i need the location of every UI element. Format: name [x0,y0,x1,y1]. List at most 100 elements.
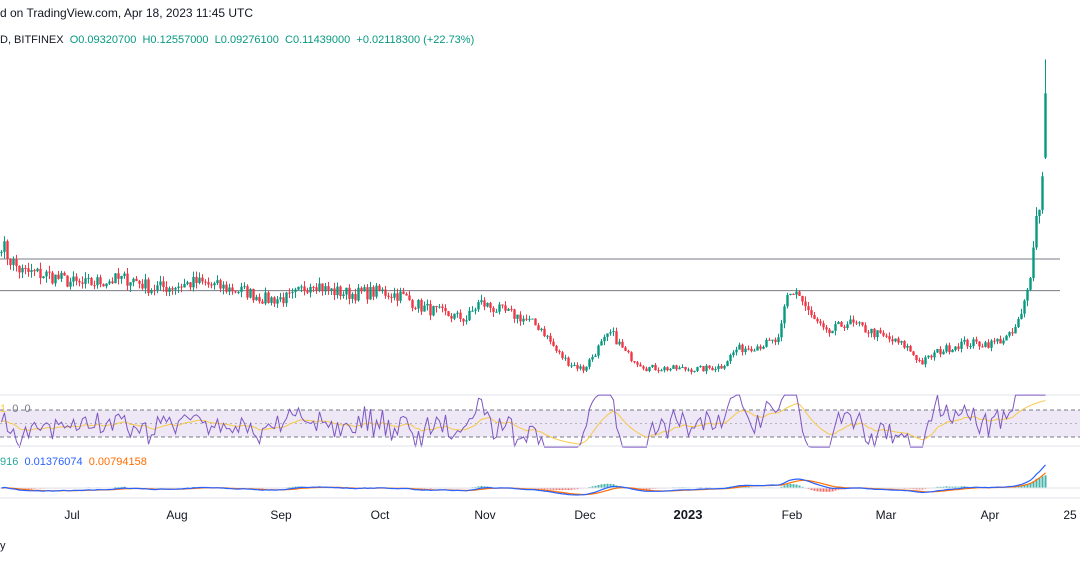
candle-body [132,278,135,283]
macd-hist-bar [30,488,33,490]
candle [765,337,768,348]
candle-body [1044,93,1047,158]
candle [573,362,576,367]
candle-body [795,291,798,295]
macd-hist-bar [942,486,945,488]
candle [75,273,78,286]
candle [288,288,291,299]
candle [495,308,498,313]
candle-body [285,292,288,304]
candle [246,284,249,300]
candle [111,277,114,285]
candle [519,311,522,326]
candle [966,338,969,349]
candle-body [996,338,999,342]
candle [15,254,18,272]
candle-body [816,318,819,322]
candle-body [801,295,804,302]
candle [300,284,303,293]
macd-hist-bar [807,488,810,490]
candle [684,366,687,372]
candle [159,275,162,291]
candle [813,311,816,320]
macd-hist-bar [798,485,801,488]
candle-body [597,345,600,356]
candle [192,271,195,292]
candle [255,294,258,301]
candle [756,344,759,351]
candle-body [735,349,738,353]
candle [645,366,648,372]
candle-body [504,305,507,311]
candle-body [696,367,699,371]
macd-hist-bar [1023,484,1026,488]
candle [1002,337,1005,346]
candle-body [207,282,210,285]
candle-body [303,286,306,292]
candle [747,345,750,351]
candle-body [477,302,480,310]
candle [201,274,204,285]
candle-body [681,367,684,369]
candle-body [336,286,339,296]
candle [303,281,306,296]
candle-body [930,355,933,358]
candle [678,365,681,370]
candle [312,285,315,293]
candle [270,296,273,306]
candle-body [819,321,822,324]
candle [144,273,147,294]
candle-body [180,286,183,288]
candle [252,288,255,303]
x-tick-label: Oct [371,508,390,522]
candle-body [990,340,993,348]
candle [414,306,417,310]
candle-body [417,299,420,309]
candle [195,271,198,289]
candle-body [273,297,276,304]
close-value: C0.11439000 [285,34,351,46]
candle [480,294,483,305]
candle [114,273,117,284]
candle [99,274,102,288]
candle-body [105,283,108,287]
candle-body [99,277,102,285]
candle-body [447,311,450,316]
x-tick-label: Feb [782,508,803,522]
macd-hist-bar [543,488,546,490]
candle-body [582,366,585,371]
macd-hist-bar [558,488,561,491]
candle [612,327,615,337]
candle-body [1029,278,1032,290]
candle [675,364,678,372]
candle-body [120,276,123,279]
candle [219,278,222,293]
candle-body [903,341,906,348]
candle [462,318,465,326]
candle [405,292,408,296]
candle-body [453,313,456,319]
candle [387,292,390,300]
candle [354,288,357,304]
candle-body [828,329,831,334]
candle [393,287,396,301]
candle-body [729,355,732,362]
candle [408,290,411,301]
candle-body [153,290,156,292]
candle [183,278,186,288]
candle-body [51,272,54,284]
candle [549,332,552,345]
candle-body [822,323,825,328]
candle [510,305,513,312]
candle [147,277,150,296]
candle-body [147,279,150,294]
candle [222,281,225,295]
candle [999,335,1002,344]
macd-signal-value: 0.01376074 [24,456,83,468]
macd-hist-bar [837,488,840,490]
candle [327,282,330,295]
candle-body [777,337,780,342]
macd-hist-bar [822,488,825,492]
candle-body [966,339,969,347]
